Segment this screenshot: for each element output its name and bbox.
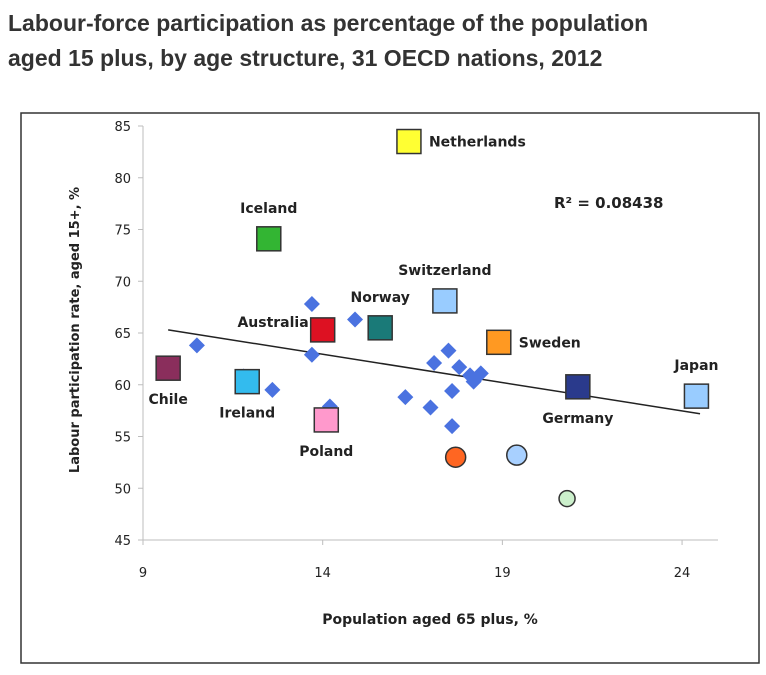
country-label: Norway <box>351 290 410 306</box>
diamond-point <box>397 389 414 406</box>
x-tick-label: 24 <box>674 566 691 581</box>
diamond-point <box>303 346 320 363</box>
country-label: Sweden <box>519 335 581 351</box>
y-tick-label: 65 <box>114 327 131 342</box>
y-tick-label: 75 <box>114 224 131 239</box>
country-marker <box>234 368 260 395</box>
country-label: Ireland <box>219 406 275 422</box>
country-marker <box>565 374 591 400</box>
y-tick-label: 50 <box>114 482 131 497</box>
title-line-2: aged 15 plus, by age structure, 31 OECD … <box>8 45 603 71</box>
country-marker <box>313 407 340 433</box>
country-marker <box>486 329 512 356</box>
diamond-point <box>426 355 443 372</box>
y-axis-title: Labour participation rate, aged 15+, % <box>68 187 83 473</box>
country-label: Japan <box>673 358 718 374</box>
y-tick-label: 70 <box>114 275 131 290</box>
y-tick-label: 60 <box>114 379 131 394</box>
x-tick-label: 9 <box>139 566 147 581</box>
country-marker <box>683 383 710 409</box>
circle-point <box>444 446 467 468</box>
country-label: Germany <box>542 411 613 427</box>
country-marker <box>432 288 458 314</box>
r-squared-annotation: R² = 0.08438 <box>554 194 663 212</box>
diamond-point <box>440 342 457 359</box>
circle-point <box>506 444 528 466</box>
country-marker <box>309 317 336 343</box>
diamond-point <box>451 359 468 376</box>
x-axis-title: Population aged 65 plus, % <box>322 612 538 628</box>
page-title: Labour-force participation as percentage… <box>8 6 758 76</box>
diamond-point <box>303 296 320 313</box>
country-label: Poland <box>299 444 353 460</box>
country-label: Australia <box>237 315 308 331</box>
y-tick-label: 80 <box>114 172 131 187</box>
country-label: Netherlands <box>429 135 526 151</box>
country-marker <box>155 355 181 381</box>
y-tick-label: 85 <box>114 120 131 135</box>
title-line-1: Labour-force participation as percentage… <box>8 10 649 36</box>
country-marker <box>367 315 393 341</box>
diamond-point <box>444 382 461 399</box>
diamond-point <box>472 365 489 382</box>
diamond-point <box>444 418 461 435</box>
diamond-point <box>188 337 205 354</box>
x-tick-label: 19 <box>494 566 511 581</box>
country-label: Switzerland <box>398 263 491 279</box>
y-tick-label: 55 <box>114 431 131 446</box>
y-tick-label: 45 <box>114 534 131 549</box>
country-label: Chile <box>148 392 187 408</box>
chart-frame <box>20 112 760 664</box>
trend-line <box>168 329 701 415</box>
circle-point <box>558 489 576 508</box>
country-label: Iceland <box>240 201 297 217</box>
diamond-point <box>264 381 281 398</box>
country-marker <box>256 226 282 252</box>
diamond-point <box>422 399 439 416</box>
diamond-point <box>347 311 364 328</box>
x-tick-label: 14 <box>314 566 331 581</box>
country-marker <box>396 128 422 155</box>
